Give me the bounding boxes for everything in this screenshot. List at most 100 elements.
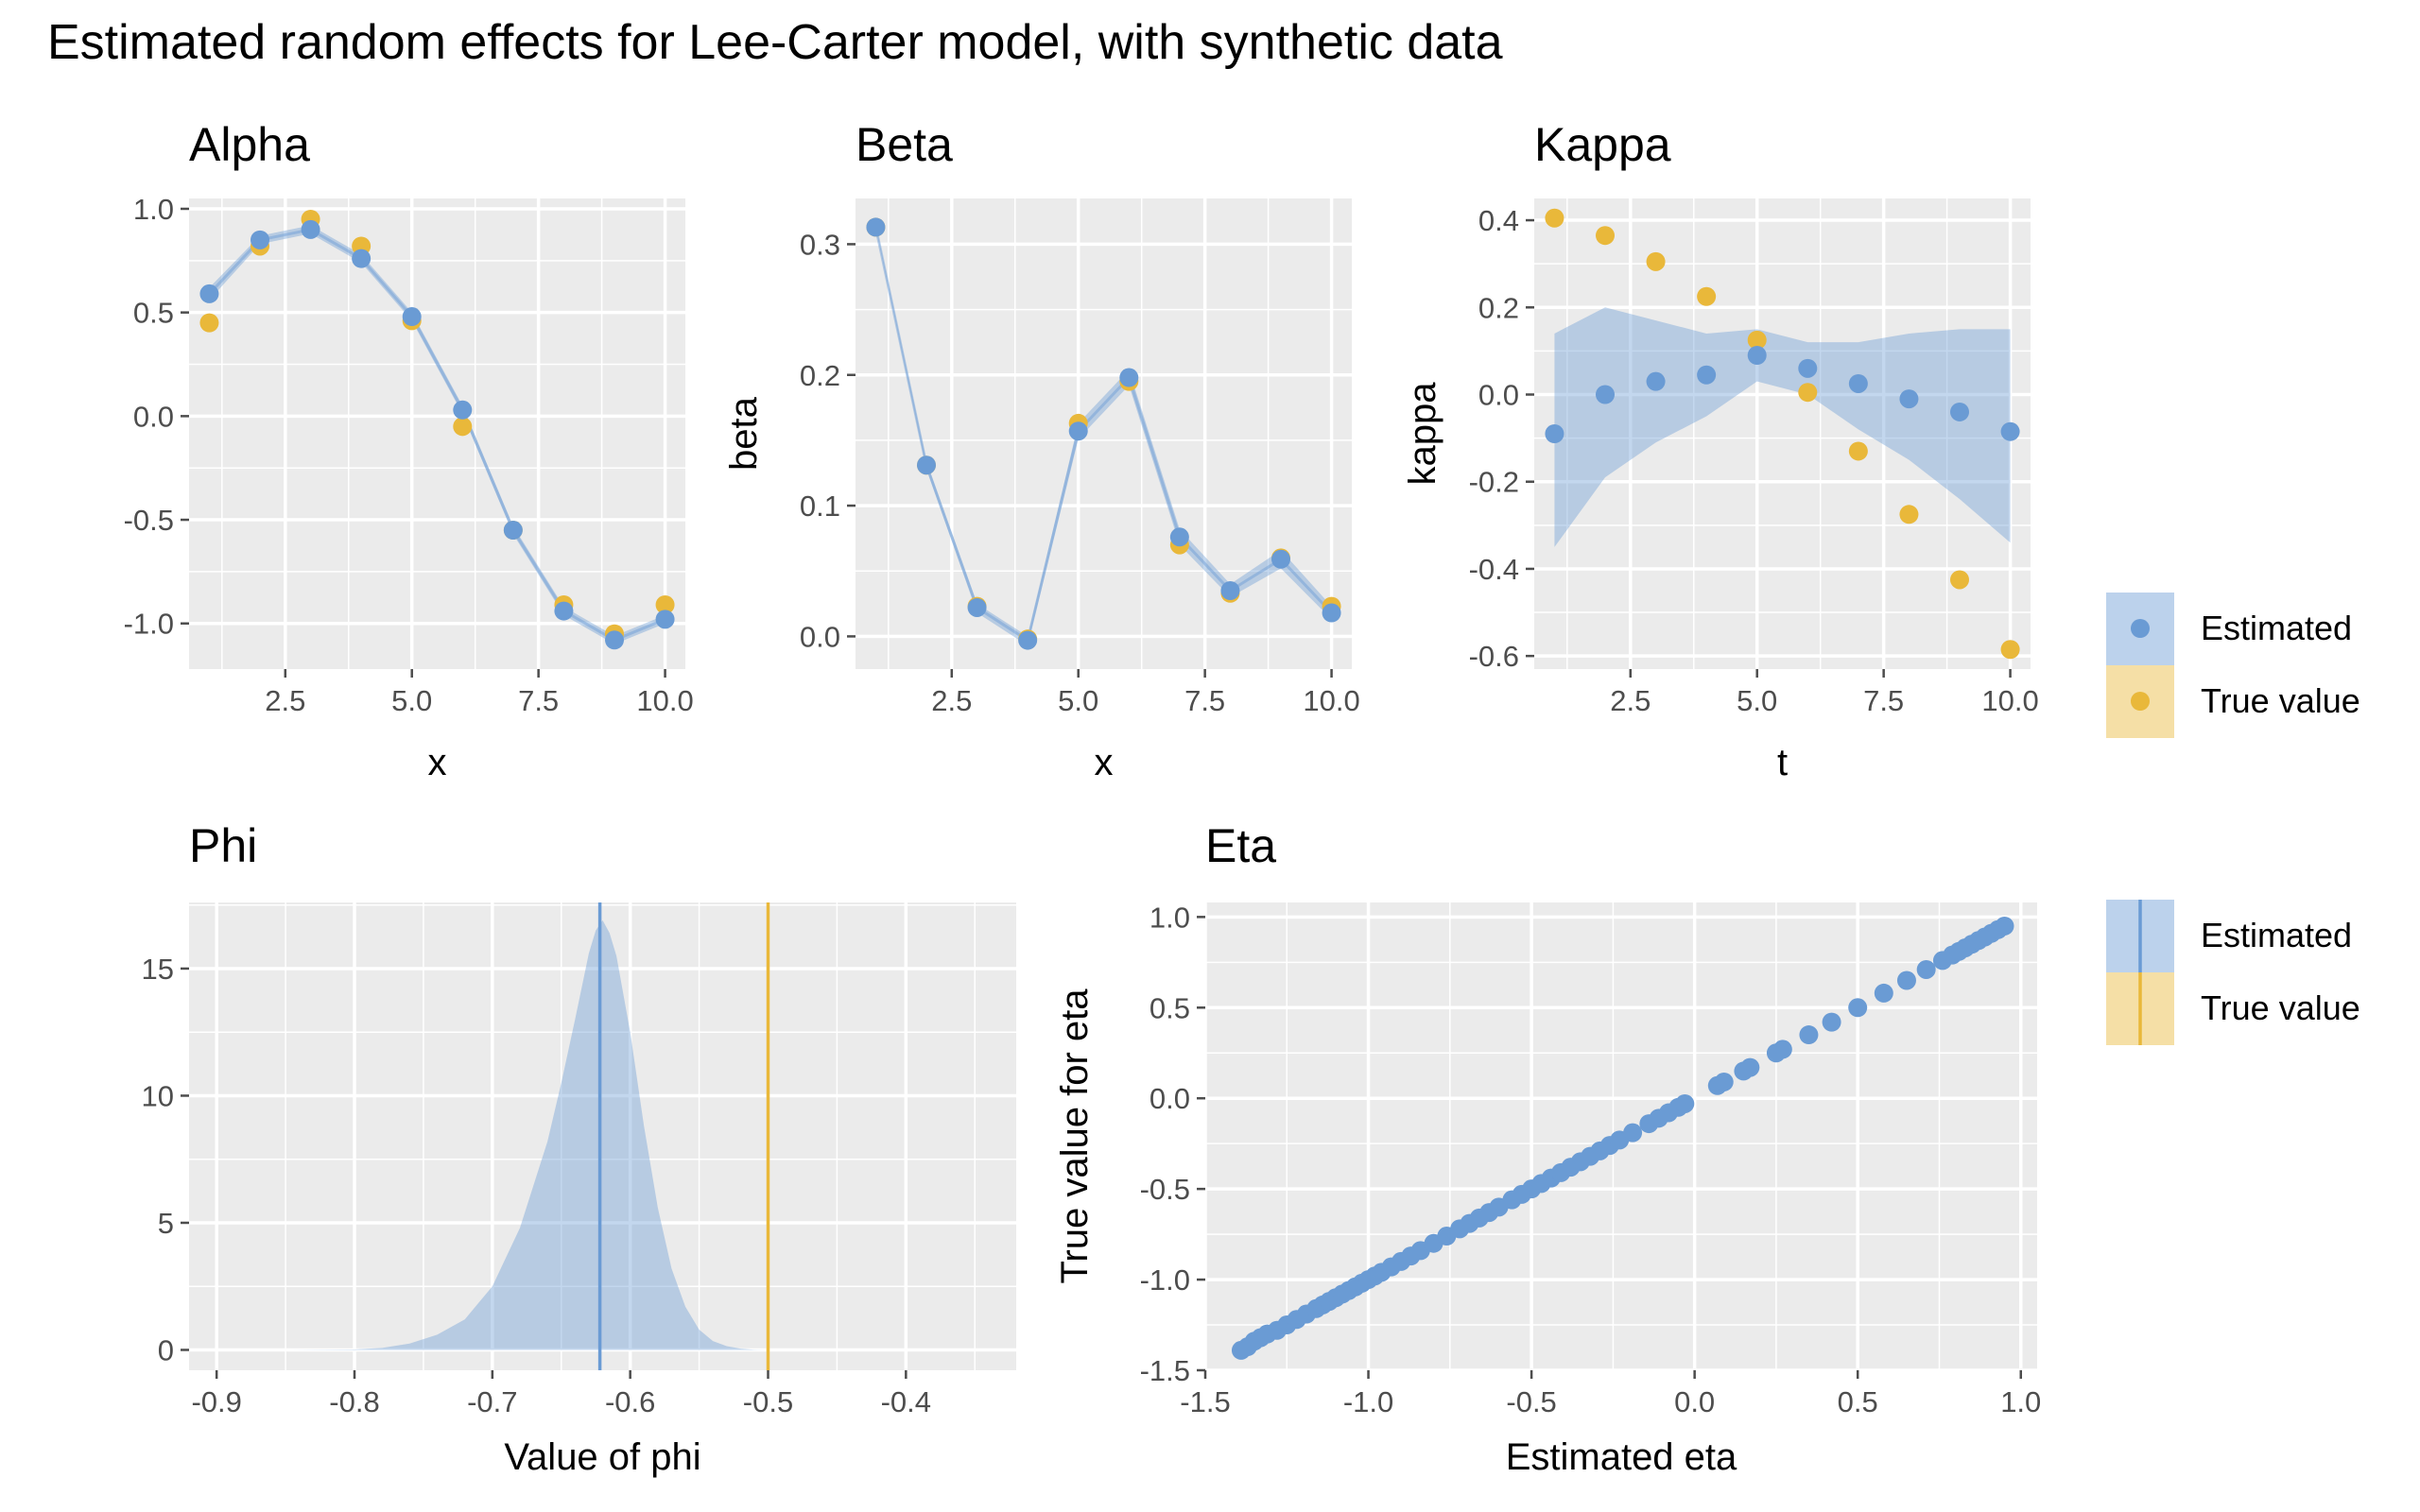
kappa-true-point xyxy=(1596,226,1615,246)
kappa-estimated-point xyxy=(1848,373,1868,393)
phi-y-tick-label: 5 xyxy=(158,1207,174,1240)
legend-label: Estimated xyxy=(2201,916,2352,954)
eta-x-tick-label: 0.5 xyxy=(1838,1385,1878,1418)
alpha-x-tick-label: 7.5 xyxy=(518,684,559,717)
kappa-true-point xyxy=(1747,330,1767,350)
kappa-estimated-point xyxy=(1545,424,1564,443)
beta-y-tick-label: 0.2 xyxy=(800,359,840,392)
kappa-estimated-point xyxy=(1798,358,1818,378)
eta-point xyxy=(1995,916,2014,936)
alpha-estimated-point xyxy=(199,284,219,303)
phi-x-tick-label: -0.9 xyxy=(191,1385,241,1418)
kappa-y-tick-label: 0.4 xyxy=(1478,204,1519,237)
eta-y-tick-label: -1.5 xyxy=(1140,1354,1190,1387)
kappa-estimated-point xyxy=(1950,402,1969,421)
alpha-y-tick-label: -0.5 xyxy=(124,504,174,537)
legend-key-point xyxy=(2131,619,2150,638)
kappa-x-tick-label: 5.0 xyxy=(1737,684,1777,717)
kappa-credible-band xyxy=(1554,307,2011,547)
eta-x-tick-label: -1.5 xyxy=(1180,1385,1230,1418)
phi-x-tick-label: -0.4 xyxy=(881,1385,931,1418)
beta-x-tick-label: 2.5 xyxy=(931,684,972,717)
alpha-panel-background xyxy=(189,198,685,669)
alpha-x-axis-label: x xyxy=(428,742,447,783)
beta-y-tick-label: 0.0 xyxy=(800,620,840,653)
panel-alpha: 2.5 5.0 7.5 10.0 -1.0 -0.5 0.0 0.5 1.0 Alpha x xyxy=(124,118,694,783)
kappa-estimated-point xyxy=(1596,385,1615,404)
legend-lines: Estimated True value xyxy=(2106,900,2360,1045)
alpha-estimated-point xyxy=(655,610,675,629)
alpha-estimated-point xyxy=(453,400,473,420)
beta-estimated-point xyxy=(1220,581,1240,600)
kappa-true-point xyxy=(2000,640,2020,660)
kappa-true-point xyxy=(1950,570,1969,590)
beta-panel-title: Beta xyxy=(856,118,953,171)
kappa-x-tick-label: 7.5 xyxy=(1863,684,1904,717)
beta-estimated-point xyxy=(1068,421,1088,441)
kappa-y-tick-label: -0.4 xyxy=(1469,553,1519,586)
alpha-y-tick-label: 0.0 xyxy=(133,400,174,433)
panel-kappa: 2.5 5.0 7.5 10.0 -0.6 -0.4 -0.2 0.0 0.2 0.4 Kappa t… xyxy=(1402,118,2039,783)
phi-y-tick-label: 10 xyxy=(142,1079,174,1112)
eta-x-tick-label: -0.5 xyxy=(1506,1385,1556,1418)
alpha-estimated-point xyxy=(251,230,269,249)
phi-y-tick-label: 15 xyxy=(142,953,174,986)
kappa-y-tick-label: -0.2 xyxy=(1469,466,1519,499)
beta-x-tick-label: 10.0 xyxy=(1303,684,1359,717)
kappa-true-point xyxy=(1798,383,1818,403)
alpha-estimated-point xyxy=(301,219,320,239)
phi-x-tick-label: -0.8 xyxy=(329,1385,379,1418)
alpha-x-tick-label: 10.0 xyxy=(636,684,693,717)
legend-label: True value xyxy=(2201,681,2360,720)
beta-estimated-point xyxy=(967,597,987,617)
eta-point xyxy=(1896,971,1916,990)
alpha-estimated-point xyxy=(402,307,422,327)
phi-panel-background xyxy=(189,902,1016,1370)
kappa-estimated-point xyxy=(1697,365,1717,385)
alpha-x-tick-label: 5.0 xyxy=(391,684,432,717)
kappa-estimated-point xyxy=(1747,346,1767,365)
alpha-estimate-line xyxy=(208,228,666,642)
charts-layer: 2.5 5.0 7.5 10.0 -1.0 -0.5 0.0 0.5 1.0 Alpha x 2.5 5… xyxy=(124,118,2042,1478)
eta-point xyxy=(1623,1123,1643,1143)
kappa-y-tick-label: 0.2 xyxy=(1478,291,1519,324)
beta-estimated-point xyxy=(1018,630,1038,650)
beta-panel-background xyxy=(856,198,1352,669)
eta-y-tick-label: -1.0 xyxy=(1140,1263,1190,1297)
kappa-panel-title: Kappa xyxy=(1534,118,1671,171)
alpha-estimated-point xyxy=(352,249,372,268)
kappa-y-tick-label: -0.6 xyxy=(1469,640,1519,673)
kappa-true-point xyxy=(1545,208,1564,228)
alpha-true-point xyxy=(655,594,675,614)
eta-point xyxy=(1799,1025,1819,1045)
eta-y-tick-label: 0.5 xyxy=(1150,991,1190,1024)
phi-x-tick-label: -0.6 xyxy=(605,1385,655,1418)
eta-y-axis-label: True value for eta xyxy=(1054,988,1096,1284)
legend-label: True value xyxy=(2201,988,2360,1027)
alpha-estimated-point xyxy=(605,630,624,650)
legend-points: Estimated True value xyxy=(2106,593,2360,738)
alpha-y-tick-label: 0.5 xyxy=(133,297,174,330)
alpha-estimated-point xyxy=(554,601,574,621)
phi-panel-title: Phi xyxy=(189,819,257,872)
phi-y-tick-label: 0 xyxy=(158,1333,174,1366)
kappa-true-point xyxy=(1899,505,1919,524)
eta-point xyxy=(1675,1093,1695,1113)
kappa-x-tick-label: 10.0 xyxy=(1981,684,2038,717)
phi-x-tick-label: -0.7 xyxy=(467,1385,517,1418)
beta-estimated-point xyxy=(917,455,936,475)
kappa-true-point xyxy=(1848,441,1868,461)
eta-y-tick-label: 1.0 xyxy=(1150,901,1190,934)
alpha-x-tick-label: 2.5 xyxy=(265,684,305,717)
eta-point xyxy=(1916,959,1936,979)
beta-y-tick-label: 0.1 xyxy=(800,490,840,523)
beta-x-tick-label: 7.5 xyxy=(1184,684,1225,717)
kappa-true-point xyxy=(1697,286,1717,306)
beta-estimated-point xyxy=(1271,549,1290,569)
panel-beta: 2.5 5.0 7.5 10.0 0.0 0.1 0.2 0.3 Beta x beta xyxy=(723,118,1360,783)
alpha-y-tick-label: -1.0 xyxy=(124,608,174,641)
alpha-true-point xyxy=(199,313,219,333)
legend-label: Estimated xyxy=(2201,609,2352,647)
beta-y-tick-label: 0.3 xyxy=(800,228,840,261)
alpha-estimated-point xyxy=(503,521,523,541)
